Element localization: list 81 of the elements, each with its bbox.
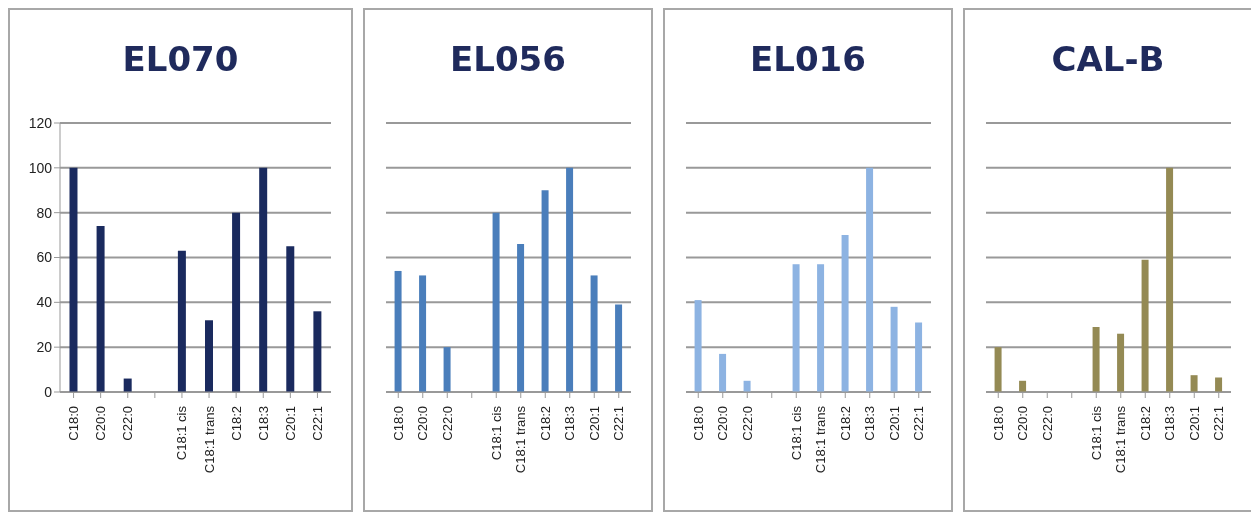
bar bbox=[1019, 380, 1027, 392]
bar bbox=[1215, 377, 1223, 392]
x-tick-label: C18:2 bbox=[537, 406, 553, 441]
x-tick-label: C18:0 bbox=[690, 406, 706, 441]
bar bbox=[259, 167, 268, 392]
chart-title: CAL-B bbox=[1050, 38, 1166, 81]
bar bbox=[313, 311, 322, 392]
x-tick-label: C18:1 trans bbox=[201, 405, 217, 474]
y-tick-label: 120 bbox=[28, 114, 53, 131]
x-tick-label: C18:3 bbox=[1162, 406, 1178, 441]
x-tick-label: C22:0 bbox=[439, 406, 455, 441]
x-tick-label: C20:0 bbox=[415, 406, 431, 441]
x-tick-label: C20:1 bbox=[1186, 406, 1202, 441]
x-tick-label: C18:3 bbox=[862, 406, 878, 441]
x-tick-label: C18:1 trans bbox=[813, 405, 829, 474]
bar bbox=[817, 264, 825, 392]
bar bbox=[994, 347, 1002, 392]
x-tick-label: C18:1 cis bbox=[1088, 405, 1104, 461]
bar bbox=[1141, 259, 1149, 392]
x-tick-label: C20:1 bbox=[586, 406, 602, 441]
y-tick-label: 100 bbox=[28, 159, 53, 176]
x-tick-label: C22:1 bbox=[911, 406, 927, 441]
bar bbox=[1092, 326, 1100, 392]
x-tick-label: C20:0 bbox=[93, 406, 109, 441]
x-tick-label: C18:3 bbox=[255, 406, 271, 441]
x-tick-label: C18:1 cis bbox=[488, 405, 504, 461]
x-tick-label: C20:1 bbox=[886, 406, 902, 441]
x-tick-label: C20:1 bbox=[282, 406, 298, 441]
x-tick-label: C22:0 bbox=[1039, 406, 1055, 441]
x-tick-label: C18:1 cis bbox=[174, 405, 190, 461]
x-tick-label: C20:0 bbox=[715, 406, 731, 441]
y-tick-label: 60 bbox=[36, 249, 53, 266]
x-tick-label: C18:0 bbox=[390, 406, 406, 441]
bar bbox=[792, 264, 800, 392]
bar bbox=[286, 246, 295, 392]
y-tick-label: 40 bbox=[36, 294, 53, 311]
x-tick-label: C22:0 bbox=[120, 406, 136, 441]
bar bbox=[492, 212, 500, 392]
x-tick-label: C18:2 bbox=[837, 406, 853, 441]
bar bbox=[541, 190, 549, 392]
x-tick-label: C22:1 bbox=[1211, 406, 1227, 441]
y-tick-label: 0 bbox=[44, 383, 53, 400]
bar bbox=[419, 275, 427, 392]
x-tick-label: C22:1 bbox=[611, 406, 627, 441]
bar bbox=[841, 235, 849, 392]
bar bbox=[890, 306, 898, 392]
bar bbox=[743, 380, 751, 392]
bar bbox=[719, 353, 727, 392]
x-tick-label: C18:2 bbox=[1137, 406, 1153, 441]
bar bbox=[566, 167, 574, 392]
bar bbox=[866, 167, 874, 392]
bar bbox=[232, 212, 241, 392]
bar bbox=[443, 347, 451, 392]
bar bbox=[96, 226, 105, 392]
x-tick-label: C22:0 bbox=[739, 406, 755, 441]
bar bbox=[204, 320, 213, 392]
bar bbox=[915, 322, 923, 392]
bar bbox=[1117, 333, 1125, 392]
x-tick-label: C20:0 bbox=[1015, 406, 1031, 441]
bar bbox=[1190, 375, 1198, 392]
bar bbox=[69, 167, 78, 392]
x-tick-label: C22:1 bbox=[309, 406, 325, 441]
x-tick-label: C18:1 trans bbox=[1113, 405, 1129, 474]
bar bbox=[590, 275, 598, 392]
x-tick-label: C18:1 trans bbox=[513, 405, 529, 474]
y-tick-label: 80 bbox=[36, 204, 53, 221]
bar bbox=[694, 300, 702, 392]
bar bbox=[1166, 167, 1174, 392]
x-tick-label: C18:0 bbox=[66, 406, 82, 441]
chart-title: EL056 bbox=[449, 38, 567, 81]
x-tick-label: C18:0 bbox=[990, 406, 1006, 441]
y-tick-label: 20 bbox=[36, 339, 53, 356]
bar bbox=[615, 304, 623, 392]
chart-title: EL016 bbox=[749, 38, 867, 81]
bar bbox=[177, 250, 186, 392]
x-tick-label: C18:2 bbox=[228, 406, 244, 441]
chart-title: EL070 bbox=[121, 38, 240, 81]
x-tick-label: C18:3 bbox=[562, 406, 578, 441]
x-tick-label: C18:1 cis bbox=[788, 405, 804, 461]
bar bbox=[394, 270, 402, 392]
bar bbox=[517, 244, 525, 392]
